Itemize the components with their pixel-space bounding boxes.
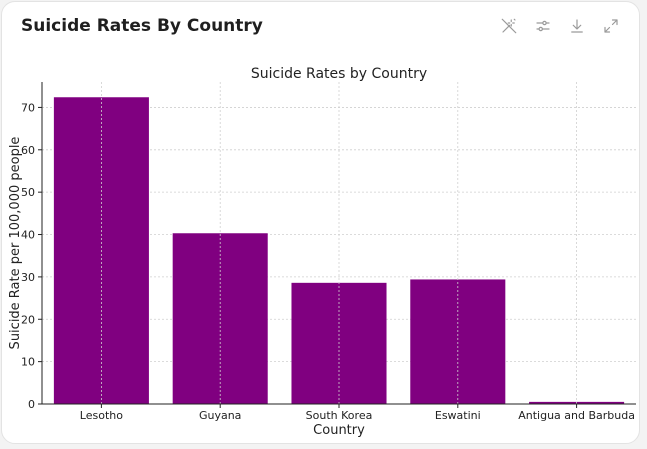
download-icon[interactable] [567, 16, 587, 36]
chart-toolbar [499, 16, 621, 36]
wand-off-icon[interactable] [499, 16, 519, 36]
y-ticks: 0 10 20 30 40 50 60 70 [21, 101, 42, 411]
sliders-icon[interactable] [533, 16, 553, 36]
y-tick-label: 0 [28, 398, 35, 411]
expand-icon[interactable] [601, 16, 621, 36]
card-header: Suicide Rates By Country [2, 2, 639, 54]
chart-card: Suicide Rates By Country [1, 1, 640, 444]
x-tick-label: Eswatini [435, 409, 481, 422]
y-tick-label: 50 [21, 186, 35, 199]
x-tick-label: Lesotho [80, 409, 123, 422]
y-tick-label: 20 [21, 313, 35, 326]
card-title: Suicide Rates By Country [21, 16, 263, 36]
y-tick-label: 70 [21, 101, 35, 114]
y-tick-label: 30 [21, 271, 35, 284]
y-axis-label: Suicide Rate per 100,000 people [8, 137, 23, 350]
bars [53, 82, 625, 405]
y-tick-label: 40 [21, 229, 35, 242]
y-tick-label: 60 [21, 144, 35, 157]
y-tick-label: 10 [21, 356, 35, 369]
x-axis-label: Country [313, 423, 365, 438]
x-ticks: Lesotho Guyana South Korea Eswatini Antigua … [80, 404, 635, 422]
x-tick-label: Guyana [199, 409, 241, 422]
bar-chart: Suicide Rates by Country 0 10 20 30 40 50 60 70… [8, 66, 636, 438]
x-tick-label: Antigua and Barbuda [518, 409, 635, 422]
x-tick-label: South Korea [306, 409, 373, 422]
chart-title: Suicide Rates by Country [251, 66, 427, 82]
